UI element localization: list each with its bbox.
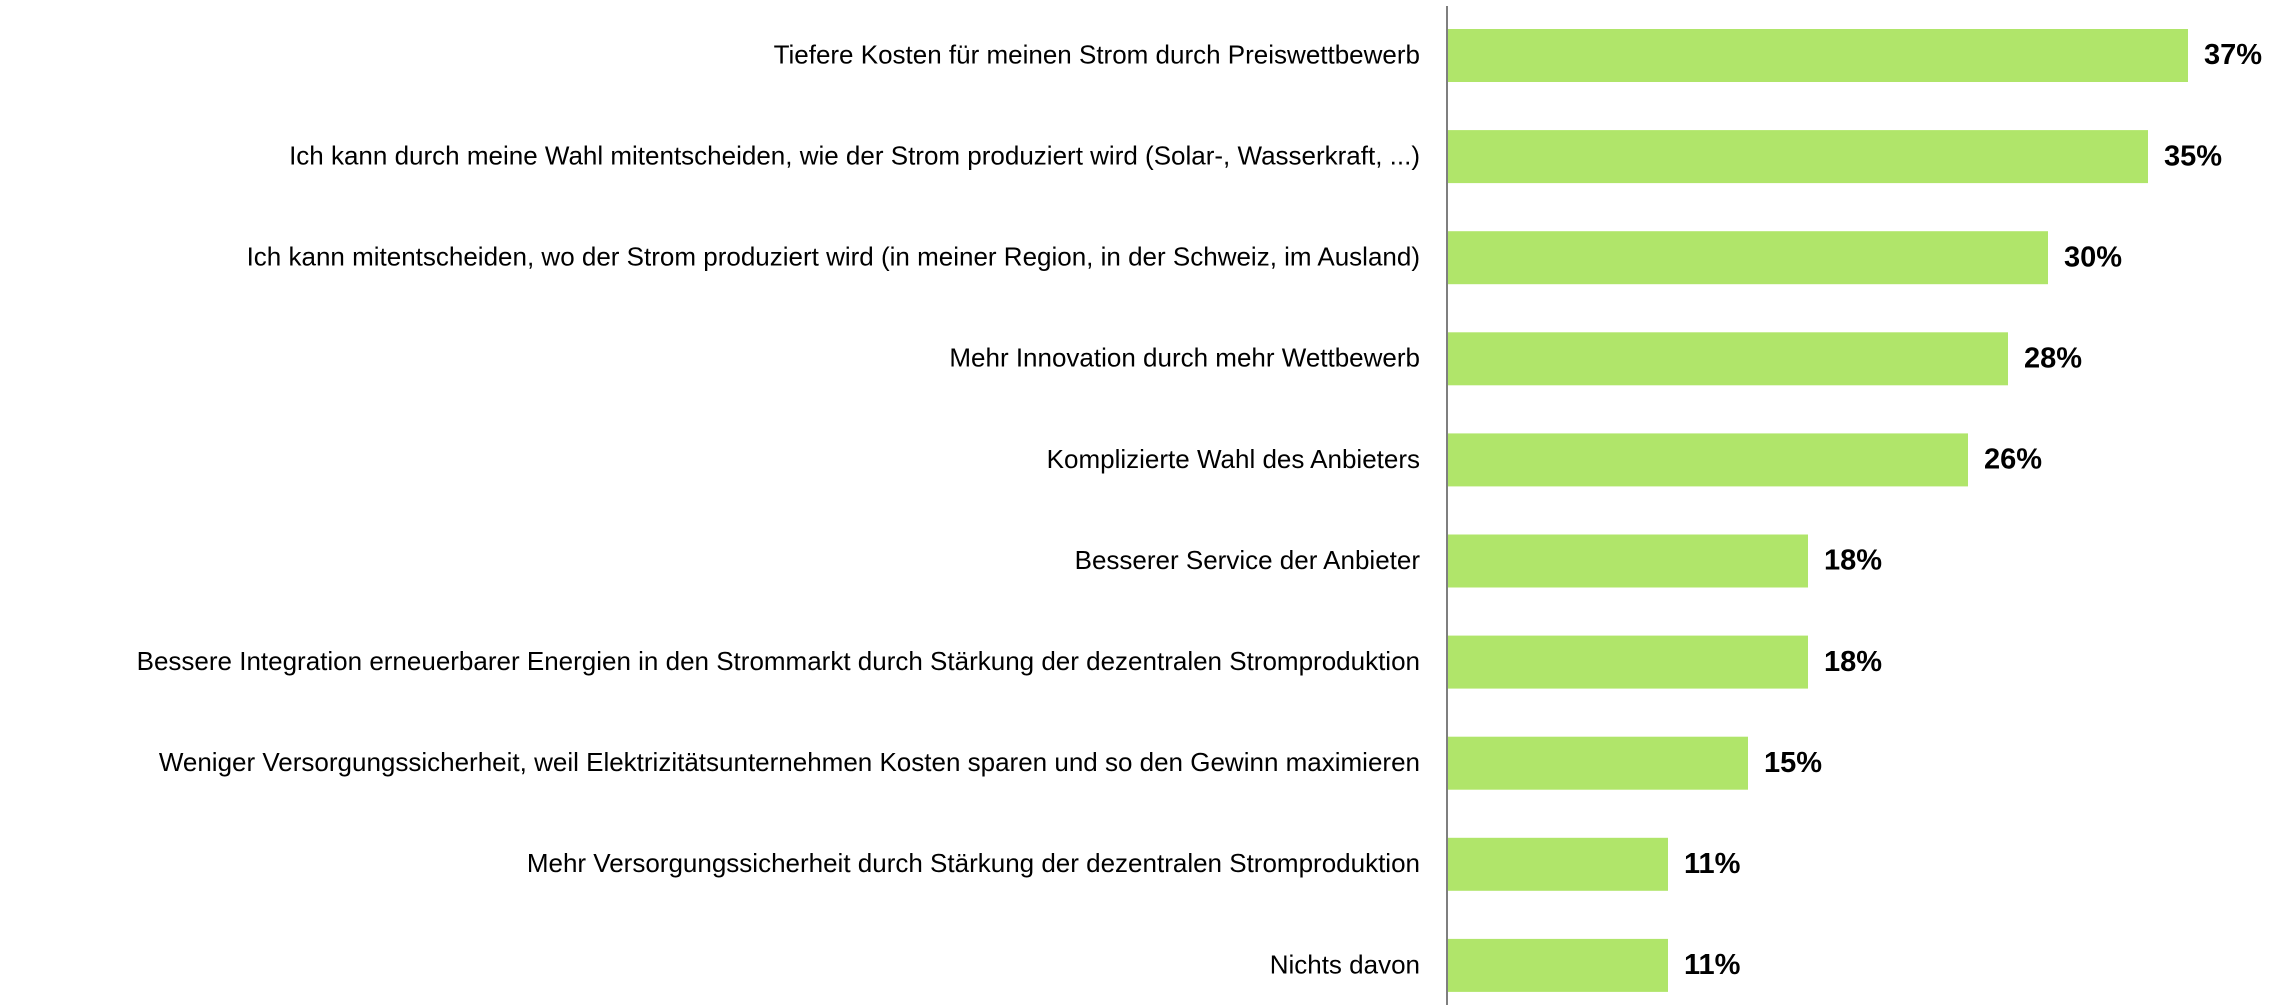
category-label: Besserer Service der Anbieter xyxy=(1075,545,1421,575)
value-label: 11% xyxy=(1684,949,1741,981)
value-label: 30% xyxy=(2064,241,2122,273)
category-label: Tiefere Kosten für meinen Strom durch Pr… xyxy=(774,39,1420,69)
category-label: Mehr Innovation durch mehr Wettbewerb xyxy=(949,343,1420,373)
value-label: 35% xyxy=(2164,140,2222,172)
value-label: 11% xyxy=(1684,848,1741,880)
category-label: Komplizierte Wahl des Anbieters xyxy=(1047,444,1420,474)
bar xyxy=(1448,837,1668,891)
bar xyxy=(1448,130,2148,184)
category-label: Nichts davon xyxy=(1270,949,1420,979)
bar xyxy=(1448,332,2008,386)
value-label: 26% xyxy=(1984,444,2042,476)
value-label: 37% xyxy=(2204,39,2262,71)
bar xyxy=(1448,938,1668,992)
bar xyxy=(1448,231,2048,285)
value-label: 18% xyxy=(1824,646,1882,678)
category-label: Ich kann durch meine Wahl mitentscheiden… xyxy=(289,140,1420,170)
category-label: Weniger Versorgungssicherheit, weil Elek… xyxy=(159,747,1420,777)
category-label: Ich kann mitentscheiden, wo der Strom pr… xyxy=(247,242,1420,272)
bar xyxy=(1448,635,1808,689)
bar xyxy=(1448,736,1748,790)
bar xyxy=(1448,433,1968,487)
value-label: 18% xyxy=(1824,545,1882,577)
value-label: 15% xyxy=(1764,747,1822,779)
category-label: Mehr Versorgungssicherheit durch Stärkun… xyxy=(527,848,1420,878)
value-label: 28% xyxy=(2024,342,2082,374)
category-label: Bessere Integration erneuerbarer Energie… xyxy=(137,646,1420,676)
bar xyxy=(1448,29,2188,82)
bar xyxy=(1448,534,1808,588)
